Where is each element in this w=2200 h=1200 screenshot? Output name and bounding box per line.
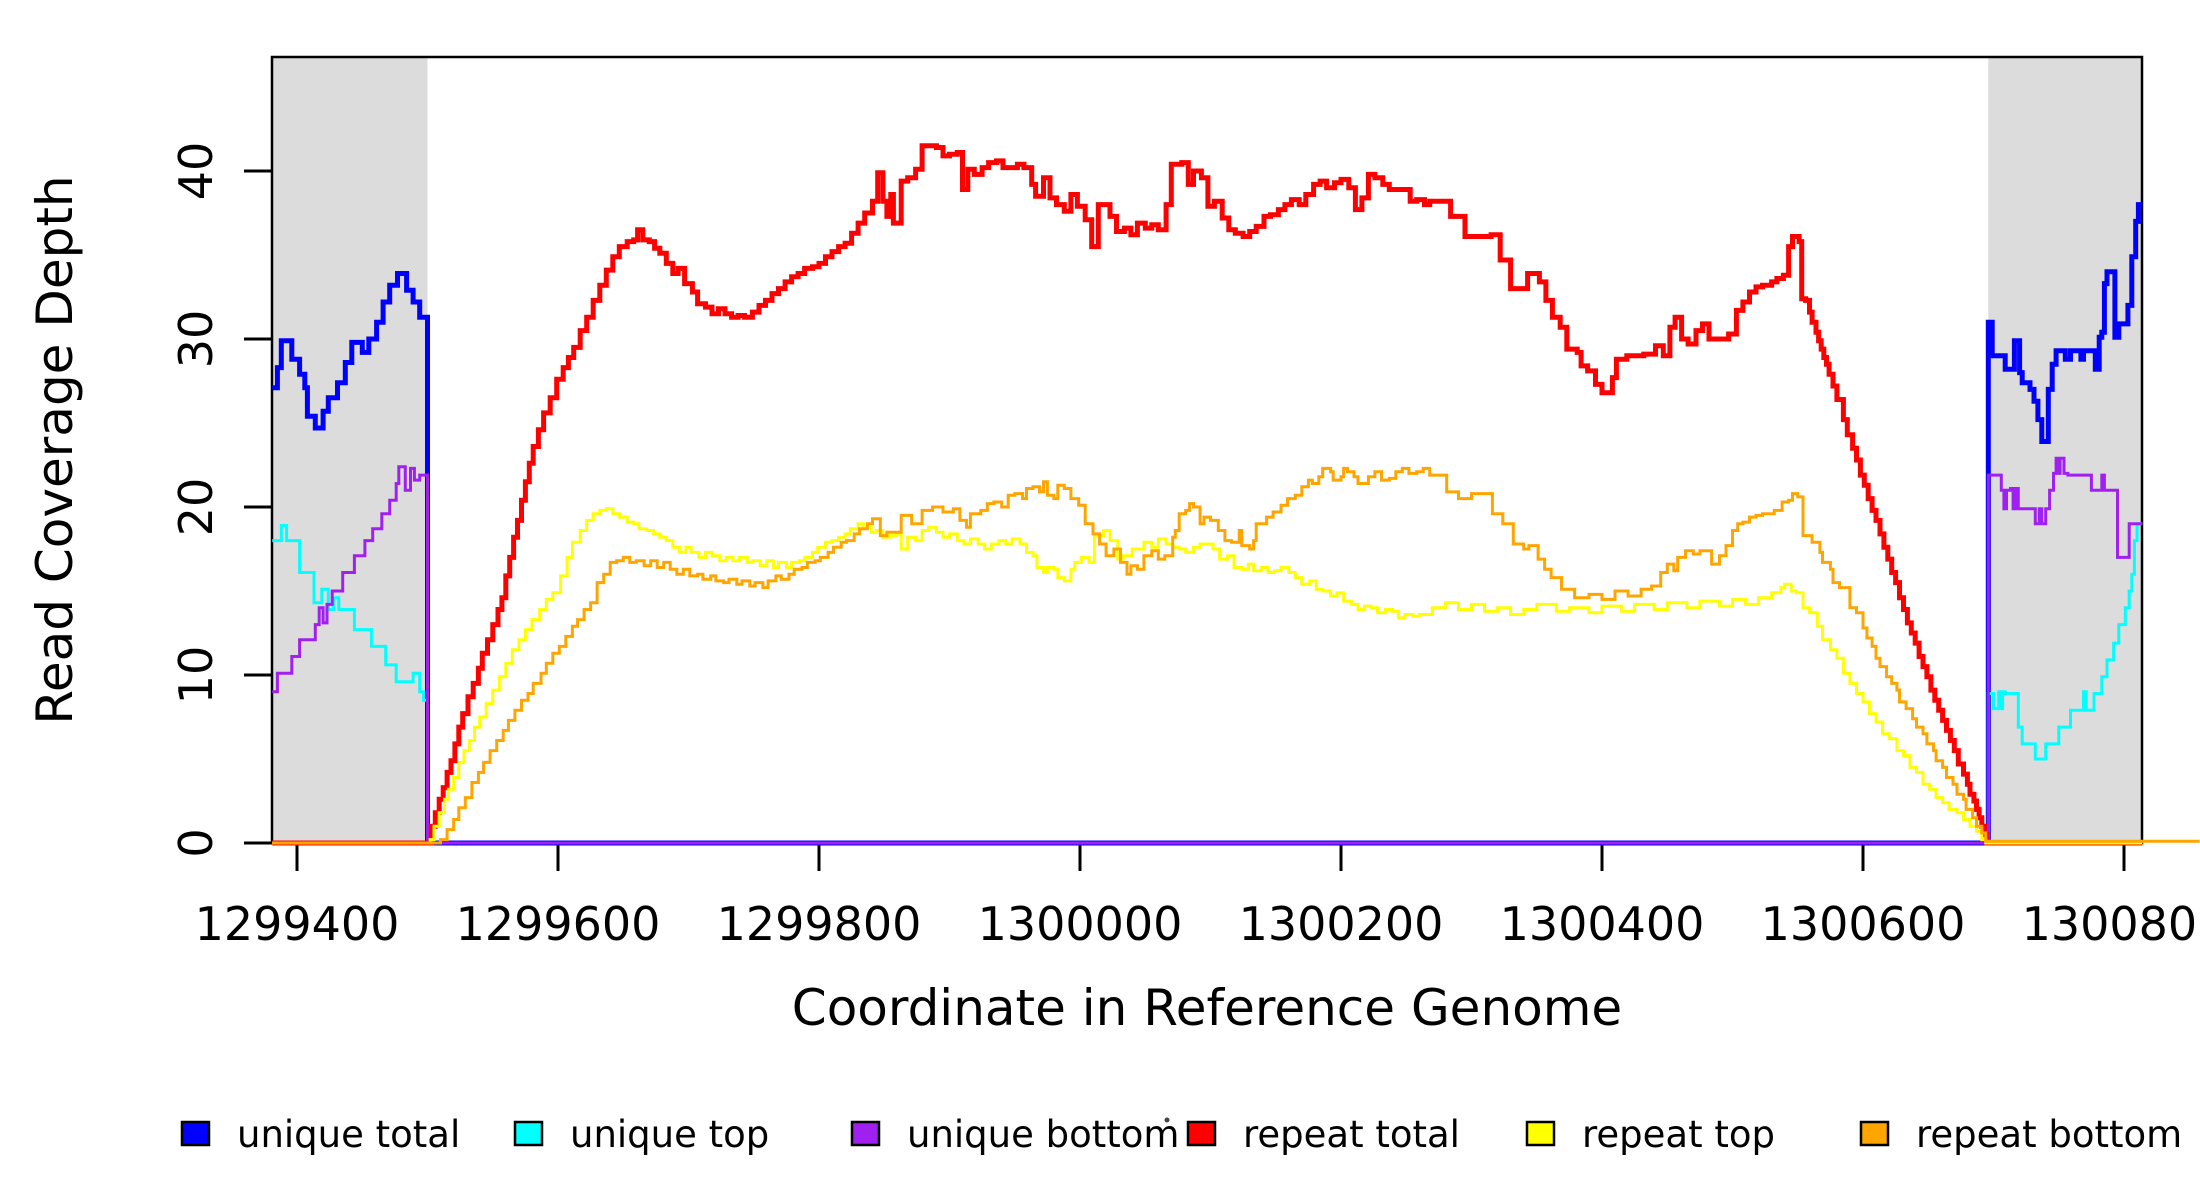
series-line-repeat-bottom: [272, 466, 2200, 845]
x-tick-label: 1300000: [978, 897, 1183, 951]
legend-swatch-repeat-top: [1525, 1120, 1556, 1147]
legend-swatch-unique-top: [513, 1120, 544, 1147]
stray-mark: [1164, 1117, 1170, 1123]
x-tick-label: 1300200: [1239, 897, 1444, 951]
legend-item-repeat-bottom: repeat bottom: [1859, 1113, 2182, 1156]
legend-swatch-repeat-bottom: [1859, 1120, 1890, 1147]
y-tick-label: 40: [169, 142, 223, 201]
legend-label: unique total: [237, 1113, 460, 1156]
series-line-unique-total: [272, 202, 2143, 846]
legend: unique total unique top unique bottom repea…: [180, 1113, 2182, 1156]
series-line-repeat-top: [272, 507, 2143, 845]
plot-border-box: [270, 55, 2144, 845]
x-tick-label: 1300400: [1500, 897, 1705, 951]
y-axis-title: Read Coverage Depth: [26, 175, 84, 724]
legend-label: repeat total: [1243, 1113, 1460, 1156]
x-tick-label: 1299800: [717, 897, 922, 951]
legend-swatch-unique-bottom: [850, 1120, 881, 1147]
x-tick-label: 1299600: [456, 897, 661, 951]
legend-item-unique-total: unique total: [180, 1113, 460, 1156]
series-line-repeat-total: [272, 143, 2143, 846]
x-tick-label: 1300600: [1761, 897, 1966, 951]
shaded-regions: [272, 57, 2143, 843]
legend-item-unique-bottom: unique bottom: [850, 1113, 1179, 1156]
x-tick-label: 1299400: [195, 897, 400, 951]
legend-item-repeat-total: repeat total: [1186, 1113, 1460, 1156]
y-tick-label: 30: [169, 310, 223, 369]
x-axis-title: Coordinate in Reference Genome: [792, 979, 1622, 1037]
y-tick-label: 20: [169, 478, 223, 537]
shaded-region-right: [1988, 57, 2143, 843]
axis-ticks: [244, 169, 2126, 871]
shaded-region-left: [272, 57, 428, 843]
legend-swatch-unique-total: [180, 1120, 211, 1147]
legend-swatch-repeat-total: [1186, 1120, 1217, 1147]
legend-label: repeat top: [1582, 1113, 1775, 1156]
legend-item-repeat-top: repeat top: [1525, 1113, 1775, 1156]
y-tick-label: 10: [169, 646, 223, 705]
series-line-unique-top: [272, 522, 2143, 845]
legend-item-unique-top: unique top: [513, 1113, 769, 1156]
series-lines: [272, 143, 2200, 846]
legend-label: unique bottom: [907, 1113, 1179, 1156]
y-tick-label: 0: [169, 828, 223, 857]
legend-label: unique top: [570, 1113, 769, 1156]
legend-label: repeat bottom: [1916, 1113, 2182, 1156]
axis-tick-labels: 1299400 1299600 1299800 1300000 1300200 13004…: [169, 142, 2200, 951]
series-line-unique-bottom: [272, 456, 2143, 845]
